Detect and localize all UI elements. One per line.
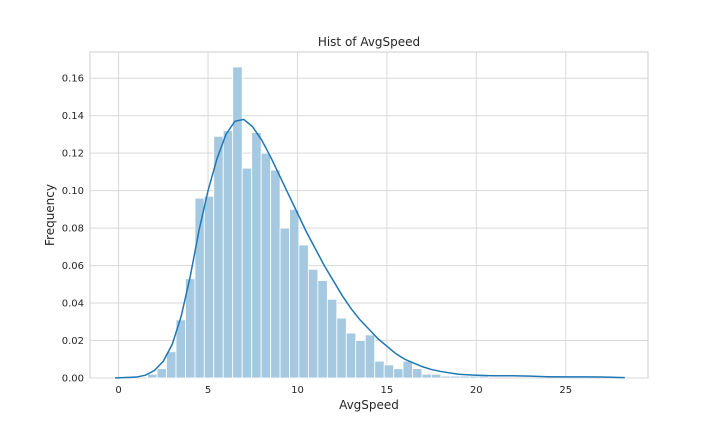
- y-axis-label: Frequency: [43, 184, 57, 246]
- y-tick-label: 0.04: [62, 299, 84, 310]
- histogram-bar: [213, 135, 224, 379]
- histogram-bar: [166, 351, 177, 379]
- histogram-bars: [147, 66, 489, 379]
- histogram-bar: [232, 66, 243, 379]
- histogram-bar: [326, 298, 338, 379]
- histogram-bar: [222, 130, 234, 379]
- histogram-bar: [279, 227, 290, 379]
- y-tick-label: 0.06: [62, 261, 84, 272]
- histogram-bar: [336, 317, 347, 379]
- histogram-bar: [241, 167, 253, 379]
- histogram-bar: [307, 268, 319, 379]
- histogram-bar: [260, 152, 272, 379]
- histogram-bar: [364, 334, 376, 379]
- histogram-bar: [147, 373, 158, 379]
- histogram-bar: [449, 375, 461, 379]
- x-axis-ticks: 0 5 10 15 20 25: [115, 385, 572, 396]
- histogram-bar: [251, 132, 262, 379]
- histogram-bar: [421, 373, 432, 379]
- histogram-bar: [478, 375, 489, 379]
- histogram-bar: [345, 332, 357, 379]
- histogram-bar: [459, 375, 470, 379]
- y-tick-label: 0.14: [62, 111, 84, 122]
- y-tick-label: 0.10: [62, 186, 84, 197]
- y-tick-label: 0.16: [62, 74, 84, 85]
- y-tick-label: 0.12: [62, 149, 84, 160]
- histogram-bar: [402, 360, 413, 379]
- histogram-bar: [298, 244, 309, 379]
- histogram-bar: [317, 280, 328, 379]
- histogram-bar: [374, 360, 385, 379]
- x-tick-label: 10: [291, 385, 304, 396]
- histogram-bar: [393, 368, 404, 379]
- histogram-bar: [156, 368, 167, 379]
- y-tick-label: 0.00: [62, 374, 84, 385]
- histogram-bar: [289, 208, 300, 379]
- chart-title: Hist of AvgSpeed: [318, 35, 420, 49]
- histogram-bar: [383, 364, 395, 379]
- x-tick-label: 20: [470, 385, 483, 396]
- histogram-bar: [355, 340, 366, 379]
- y-tick-label: 0.02: [62, 336, 84, 347]
- histogram-bar: [468, 375, 480, 379]
- grid: [90, 52, 648, 379]
- histogram-bar: [203, 195, 215, 379]
- y-axis-ticks: 0.00 0.02 0.04 0.06 0.08 0.10 0.12 0.14 0.16: [62, 74, 84, 385]
- x-tick-label: 0: [115, 385, 121, 396]
- x-axis-label: AvgSpeed: [339, 398, 399, 412]
- histogram-bar: [270, 169, 281, 379]
- x-tick-label: 25: [559, 385, 572, 396]
- y-tick-label: 0.08: [62, 224, 84, 235]
- x-tick-label: 15: [381, 385, 394, 396]
- histogram-bar: [431, 373, 442, 379]
- kde-curve: [115, 118, 625, 379]
- x-tick-label: 5: [205, 385, 211, 396]
- histogram-bar: [440, 375, 451, 379]
- histogram-bar: [412, 368, 423, 379]
